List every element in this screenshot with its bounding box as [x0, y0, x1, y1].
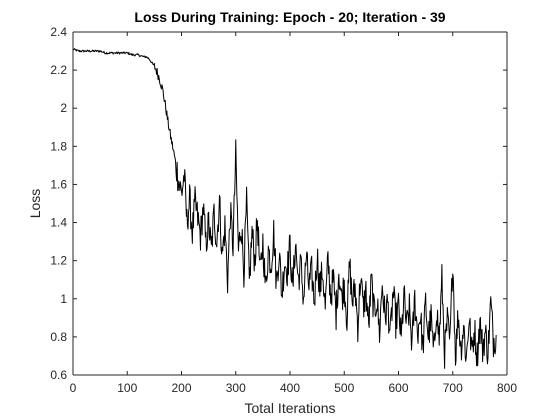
y-tick-label: 1.4: [50, 216, 67, 230]
y-tick-label: 1.2: [50, 254, 67, 268]
y-tick-label: 1.8: [50, 139, 67, 153]
x-tick-label: 400: [280, 381, 300, 395]
x-tick-label: 700: [443, 381, 463, 395]
x-tick-label: 200: [171, 381, 191, 395]
y-tick-label: 2.4: [50, 25, 67, 39]
x-tick-label: 500: [334, 381, 354, 395]
x-tick-label: 0: [70, 381, 77, 395]
x-axis-label: Total Iterations: [244, 400, 335, 416]
loss-line: [72, 48, 497, 369]
ticks: 0 100 200 300 400 500 600 700 800 0.6 0.8 1 1.2 1.4 1.…: [50, 25, 517, 395]
x-tick-label: 100: [117, 381, 137, 395]
plot-area: [73, 32, 507, 375]
x-tick-label: 300: [226, 381, 246, 395]
x-tick-label: 800: [497, 381, 517, 395]
y-tick-label: 0.8: [50, 330, 67, 344]
y-tick-label: 2.2: [50, 63, 67, 77]
chart-title: Loss During Training: Epoch - 20; Iterat…: [134, 9, 445, 25]
y-axis-label: Loss: [27, 189, 43, 219]
y-tick-label: 2: [60, 101, 67, 115]
y-tick-label: 1.6: [50, 177, 67, 191]
y-tick-label: 0.6: [50, 368, 67, 382]
x-tick-label: 600: [388, 381, 408, 395]
y-tick-label: 1: [60, 292, 67, 306]
